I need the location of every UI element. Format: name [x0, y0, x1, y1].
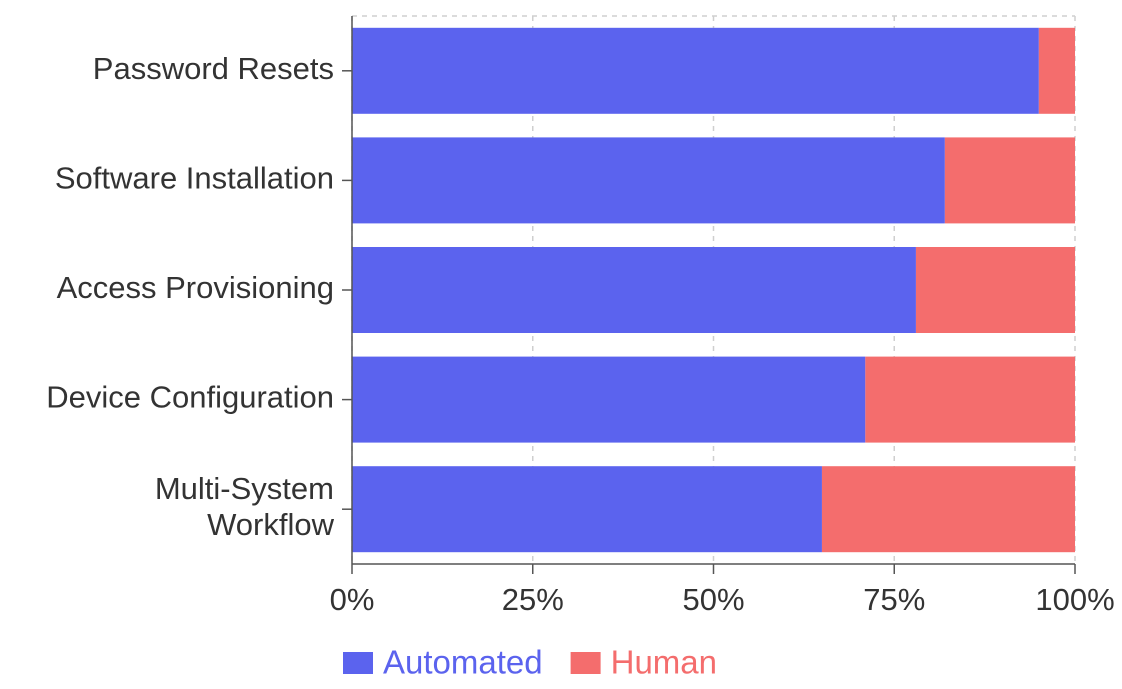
bar-automated	[352, 356, 866, 443]
bar-human	[1038, 27, 1075, 114]
x-tick-label: 75%	[863, 582, 925, 617]
bar-automated	[352, 137, 945, 224]
bar-human	[915, 247, 1075, 333]
legend-swatch-human	[570, 652, 601, 674]
legend-swatch-automated	[343, 652, 373, 674]
legend-label-human: Human	[611, 644, 717, 681]
x-tick-label: 0%	[330, 582, 375, 617]
bar-automated	[352, 27, 1039, 114]
category-label: Access Provisioning	[57, 270, 334, 305]
category-label: Device Configuration	[46, 380, 334, 415]
x-tick-label: 25%	[502, 582, 564, 617]
category-label: Software Installation	[55, 161, 334, 196]
bar-human	[821, 466, 1075, 553]
category-label: Password Resets	[93, 51, 334, 86]
bar-human	[944, 137, 1075, 224]
category-label: Multi-System Workflow	[155, 471, 335, 542]
bar-automated	[352, 466, 822, 553]
x-tick-label: 100%	[1035, 582, 1114, 617]
x-tick-label: 50%	[682, 582, 744, 617]
legend-label-automated: Automated	[383, 644, 543, 681]
bar-automated	[352, 247, 916, 333]
bar-human	[865, 356, 1075, 443]
